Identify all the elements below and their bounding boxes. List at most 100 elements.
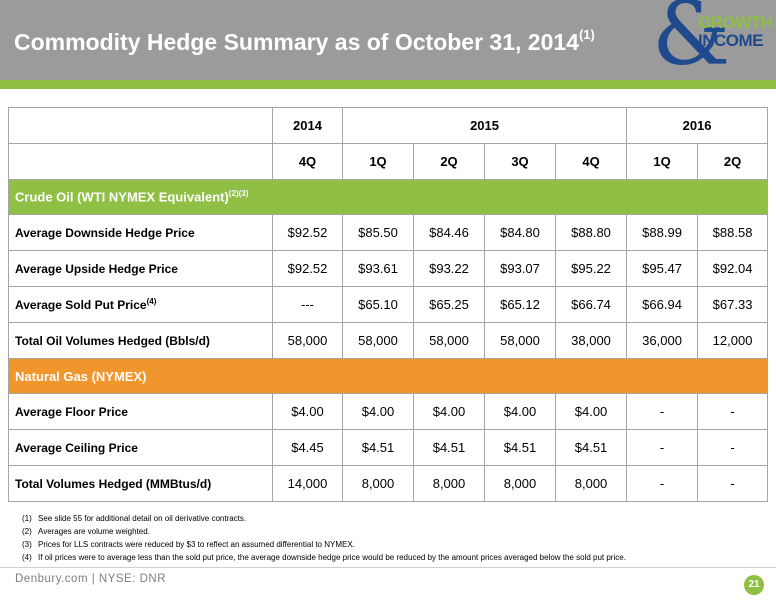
value-cell: 58,000 <box>342 322 414 359</box>
title-footnote-mark: (1) <box>578 27 595 42</box>
row-label: Average Sold Put Price(4) <box>8 286 273 323</box>
natural-gas-section-row: Natural Gas (NYMEX) <box>7 358 769 394</box>
value-cell: $84.46 <box>413 214 485 251</box>
slide-header: Commodity Hedge Summary as of October 31… <box>0 0 776 80</box>
table-row: Total Volumes Hedged (MMBtus/d) 14,000 8… <box>8 465 769 502</box>
value-cell: $88.80 <box>554 214 628 251</box>
footnote: (4) If oil prices were to average less th… <box>22 553 626 562</box>
value-cell: 12,000 <box>697 322 769 359</box>
value-cell: 8,000 <box>413 465 485 502</box>
value-cell: $66.94 <box>626 286 699 323</box>
row-label: Average Floor Price <box>8 393 273 430</box>
row-label: Average Upside Hedge Price <box>8 250 273 287</box>
value-cell: - <box>697 393 769 430</box>
logo-income-text: INCOME <box>698 31 764 50</box>
value-cell: 8,000 <box>484 465 556 502</box>
value-cell: $65.12 <box>484 286 556 323</box>
footnotes: (1) See slide 55 for additional detail on… <box>22 512 626 564</box>
value-cell: $95.47 <box>626 250 699 287</box>
value-cell: - <box>626 465 699 502</box>
value-cell: $4.51 <box>342 429 414 466</box>
table-row: Average Sold Put Price(4) --- $65.10 $65… <box>8 286 769 323</box>
table-row: Total Oil Volumes Hedged (Bbls/d) 58,000… <box>8 322 769 359</box>
footer-company-text: Denbury.com | NYSE: DNR <box>15 573 167 585</box>
footnote: (1) See slide 55 for additional detail on… <box>22 514 247 523</box>
value-cell: $95.22 <box>554 250 628 287</box>
footnote: (3) Prices for LLS contracts were reduced… <box>22 540 355 549</box>
value-cell: 58,000 <box>484 322 556 359</box>
row-label: Average Downside Hedge Price <box>8 214 273 251</box>
quarter-cell: 4Q <box>272 143 343 180</box>
footer-divider <box>0 567 776 568</box>
value-cell: --- <box>272 286 343 323</box>
value-cell: $4.51 <box>413 429 485 466</box>
value-cell: 8,000 <box>342 465 414 502</box>
crude-oil-section-row: Crude Oil (WTI NYMEX Equivalent)(2)(3) <box>7 179 769 215</box>
quarter-cell: 2Q <box>413 143 485 180</box>
value-cell: $66.74 <box>554 286 628 323</box>
value-cell: $93.22 <box>413 250 485 287</box>
logo-growth-text: GROWTH <box>698 13 773 32</box>
value-cell: $84.80 <box>484 214 556 251</box>
header-blank-cell <box>8 143 273 180</box>
quarter-cell: 2Q <box>697 143 769 180</box>
table-row: Average Ceiling Price $4.45 $4.51 $4.51 … <box>8 429 769 466</box>
value-cell: $4.00 <box>484 393 556 430</box>
row-label: Total Volumes Hedged (MMBtus/d) <box>8 465 273 502</box>
quarter-cell: 3Q <box>484 143 556 180</box>
footnote: (2) Averages are volume weighted. <box>22 527 150 536</box>
value-cell: $4.00 <box>554 393 628 430</box>
value-cell: $88.99 <box>626 214 699 251</box>
quarter-cell: 4Q <box>554 143 628 180</box>
year-2014: 2014 <box>272 107 343 144</box>
value-cell: 38,000 <box>554 322 628 359</box>
row-label: Average Ceiling Price <box>8 429 273 466</box>
row-label: Total Oil Volumes Hedged (Bbls/d) <box>8 322 273 359</box>
value-cell: $92.52 <box>272 214 343 251</box>
value-cell: - <box>697 429 769 466</box>
table-row: Average Downside Hedge Price $92.52 $85.… <box>8 214 769 251</box>
value-cell: $4.51 <box>554 429 628 466</box>
value-cell: $85.50 <box>342 214 414 251</box>
year-header-row: 2014 2015 2016 <box>8 107 769 144</box>
logo-ampersand: & <box>652 0 731 85</box>
section-footnote-mark: (2)(3) <box>228 189 249 199</box>
quarter-header-row: 4Q 1Q 2Q 3Q 4Q 1Q 2Q <box>8 143 769 180</box>
crude-oil-section-label: Crude Oil (WTI NYMEX Equivalent)(2)(3) <box>7 179 769 215</box>
value-cell: $88.58 <box>697 214 769 251</box>
value-cell: 58,000 <box>413 322 485 359</box>
value-cell: - <box>697 465 769 502</box>
value-cell: 8,000 <box>554 465 628 502</box>
quarter-cell: 1Q <box>626 143 699 180</box>
value-cell: $65.25 <box>413 286 485 323</box>
table-row: Average Floor Price $4.00 $4.00 $4.00 $4… <box>8 393 769 430</box>
value-cell: $93.07 <box>484 250 556 287</box>
page-title: Commodity Hedge Summary as of October 31… <box>14 27 595 55</box>
value-cell: $92.04 <box>697 250 769 287</box>
value-cell: $4.51 <box>484 429 556 466</box>
value-cell: 36,000 <box>626 322 699 359</box>
value-cell: $4.00 <box>272 393 343 430</box>
table-row: Average Upside Hedge Price $92.52 $93.61… <box>8 250 769 287</box>
value-cell: 58,000 <box>272 322 343 359</box>
row-footnote-mark: (4) <box>146 297 157 306</box>
value-cell: $93.61 <box>342 250 414 287</box>
quarter-cell: 1Q <box>342 143 414 180</box>
value-cell: $65.10 <box>342 286 414 323</box>
natural-gas-section-label: Natural Gas (NYMEX) <box>7 358 769 394</box>
value-cell: $4.00 <box>413 393 485 430</box>
value-cell: 14,000 <box>272 465 343 502</box>
value-cell: $92.52 <box>272 250 343 287</box>
value-cell: - <box>626 393 699 430</box>
year-2016: 2016 <box>626 107 769 144</box>
value-cell: $4.45 <box>272 429 343 466</box>
growth-income-logo: & GROWTH INCOME <box>652 0 773 82</box>
header-accent-bar <box>0 80 776 89</box>
value-cell: $4.00 <box>342 393 414 430</box>
value-cell: $67.33 <box>697 286 769 323</box>
value-cell: - <box>626 429 699 466</box>
page-number-badge: 21 <box>744 575 764 595</box>
header-blank-cell <box>8 107 273 144</box>
year-2015: 2015 <box>341 107 628 144</box>
hedge-summary-table: 2014 2015 2016 4Q 1Q 2Q 3Q 4Q 1Q 2Q Crud… <box>7 107 769 502</box>
